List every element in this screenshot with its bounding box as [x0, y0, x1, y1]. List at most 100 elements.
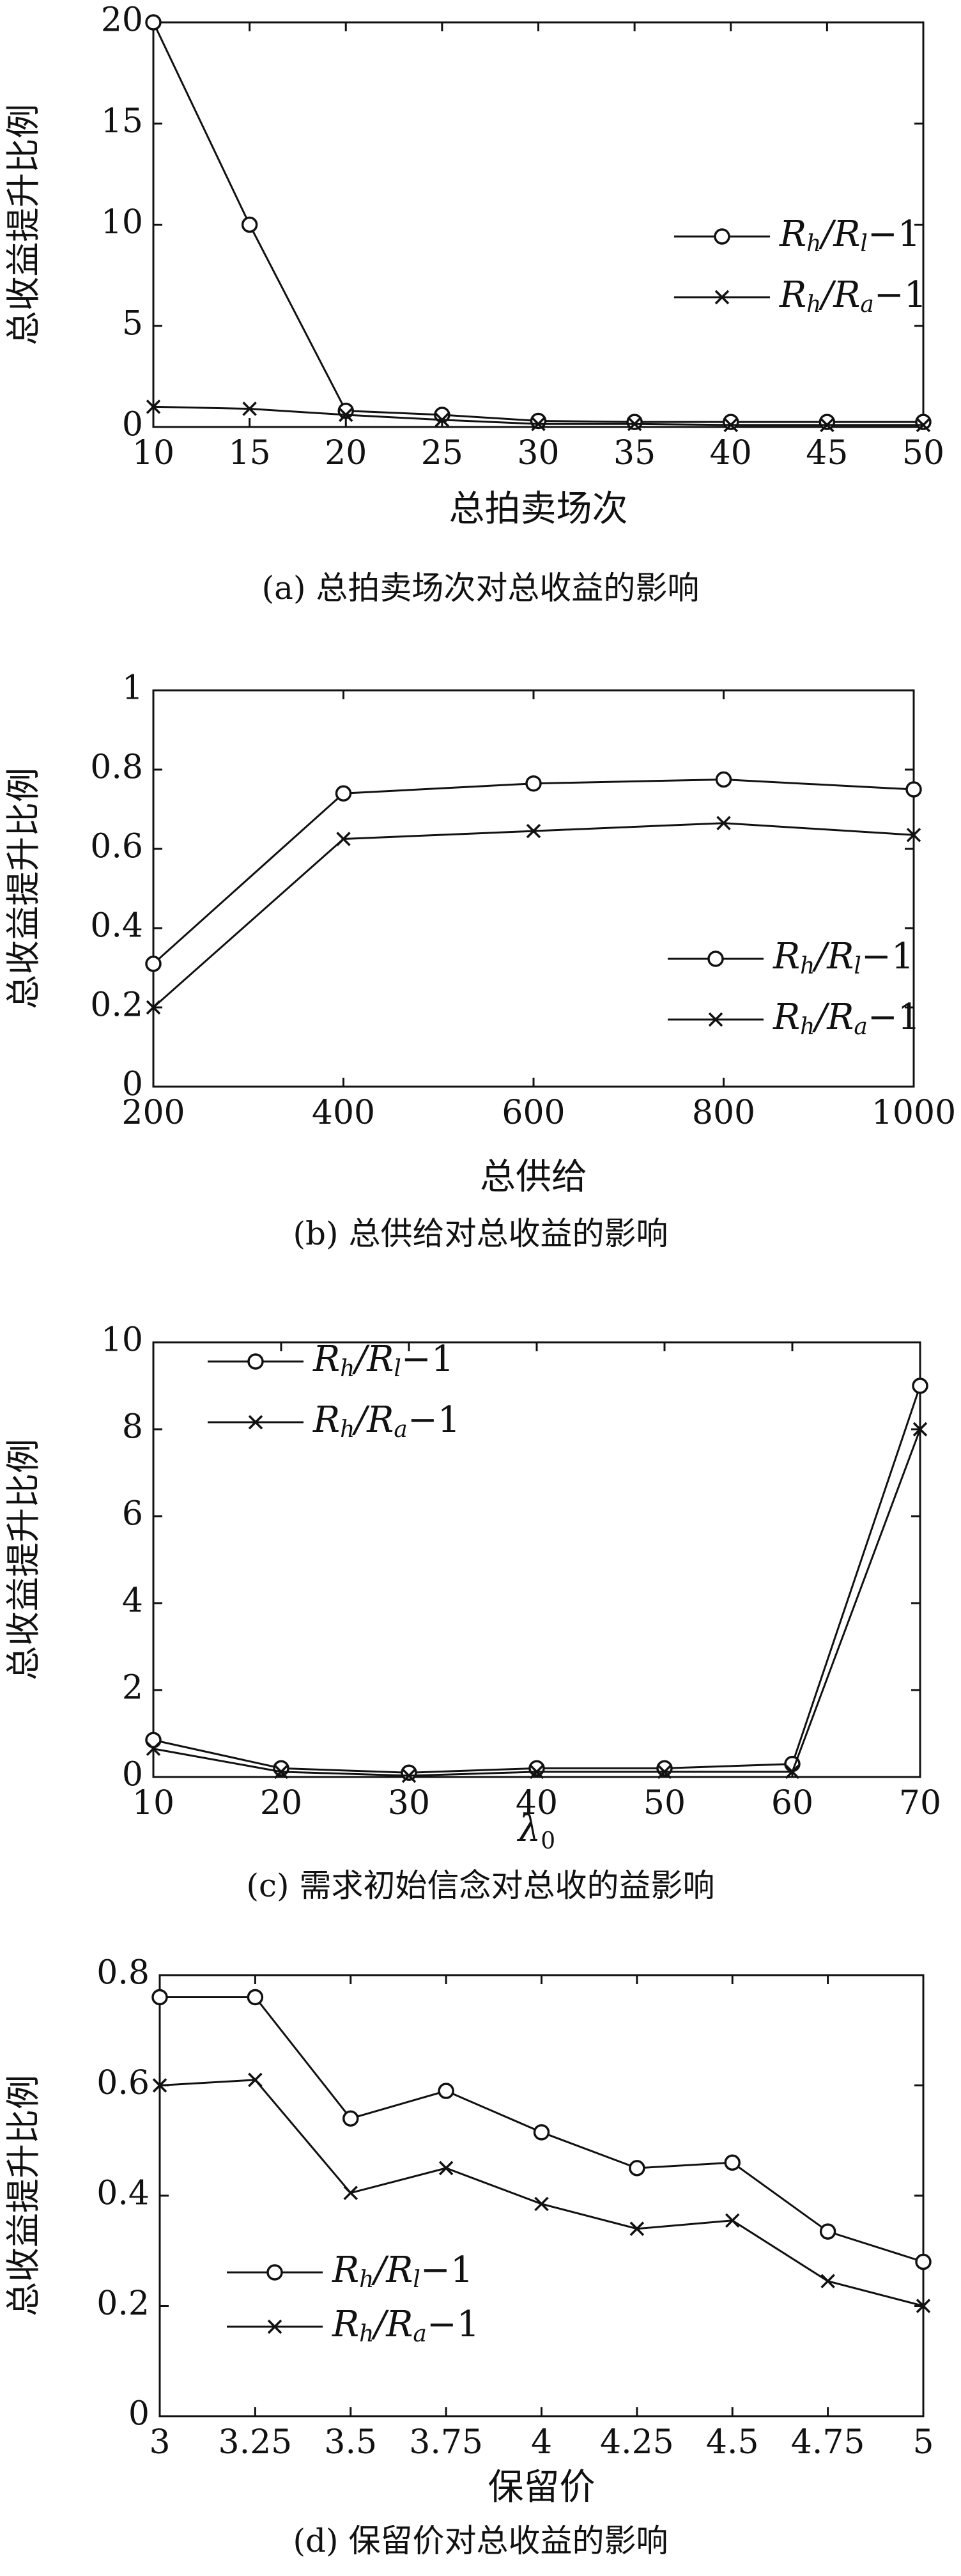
series-2-point [343, 2185, 358, 2200]
series-2-point [627, 417, 642, 431]
x-axis-label: 总供给 [480, 1156, 587, 1198]
y-axis-label: 总收益提升比例 [3, 104, 43, 346]
series-2-point [146, 1000, 161, 1015]
legend-label-1: Rh/Rl−1 [312, 1338, 454, 1383]
series-1-point [525, 775, 542, 792]
x-tick-label: 200 [121, 1094, 185, 1132]
x-tick-label: 20 [260, 1784, 302, 1822]
y-tick-label: 0 [122, 1066, 143, 1104]
series-1-point [819, 2223, 836, 2240]
x-tick-label: 600 [502, 1094, 565, 1132]
y-tick-label: 0.2 [96, 2285, 150, 2323]
y-tick-label: 10 [101, 1321, 143, 1360]
series-1-point [724, 2154, 741, 2171]
x-tick-label: 400 [312, 1094, 375, 1132]
y-tick-label: 0.6 [90, 828, 143, 866]
series-2-point [906, 828, 921, 842]
series-1-point [145, 956, 162, 972]
series-2-point [273, 1764, 289, 1780]
y-axis-label: 总收益提升比例 [3, 768, 43, 1009]
x-tick-label: 40 [516, 1784, 558, 1822]
x-tick-label: 3.5 [324, 2423, 377, 2462]
series-1-point [145, 14, 162, 31]
series-2-point [401, 1768, 417, 1783]
series-1-point [434, 407, 450, 423]
y-tick-label: 1 [122, 669, 143, 708]
x-tick-label: 4.75 [791, 2423, 865, 2462]
legend-label-2: Rh/Ra−1 [779, 274, 926, 318]
y-tick-label: 8 [122, 1408, 143, 1447]
series-2-point [725, 2213, 740, 2228]
series-2-point [529, 1764, 544, 1780]
series-1-point [342, 2110, 359, 2127]
x-tick-label: 5 [912, 2423, 934, 2462]
series-1-point [905, 781, 922, 798]
x-tick-label: 60 [771, 1784, 813, 1822]
legend-marker-1 [707, 950, 724, 967]
series-2-point [242, 401, 257, 416]
chart-panel-c: 0 2 4 6 8 10 10 20 30 40 50 60 70 λ0 总收益提升比例 Rh/Rl−1 Rh/… [0, 1285, 961, 1930]
y-tick-label: 0.8 [96, 1954, 150, 1992]
series-1-point [819, 414, 836, 430]
x-tick-label: 20 [325, 434, 367, 472]
series-1-point [438, 2083, 454, 2099]
x-tick-label: 40 [710, 434, 752, 472]
series-1-point [715, 771, 732, 788]
x-tick-label: 50 [643, 1784, 686, 1822]
series-2-point [146, 1741, 161, 1757]
chart-c-svg: 0 2 4 6 8 10 10 20 30 40 50 60 70 λ0 总收益提升比例 Rh/Rl−1 Rh/… [3, 1321, 941, 1855]
legend-marker-2 [267, 2319, 282, 2334]
legend-marker-2 [248, 1415, 263, 1430]
series-2-point [534, 2196, 549, 2212]
legend-marker-2 [708, 1012, 723, 1027]
series-1-point [723, 414, 739, 430]
series-2-point [438, 2161, 454, 2176]
x-tick-label: 3 [149, 2423, 170, 2462]
series-2-point [531, 417, 546, 431]
x-tick-label: 1000 [872, 1094, 956, 1132]
series-2-point [434, 412, 450, 428]
series-1-point [145, 1732, 162, 1748]
series-1-point [401, 1764, 417, 1781]
series-2-point [657, 1764, 672, 1780]
series-2-point [820, 2274, 835, 2288]
series-line-1 [152, 22, 923, 423]
series-2-point [248, 2072, 263, 2088]
series-2-point [916, 417, 931, 433]
x-tick-label: 3.25 [218, 2423, 292, 2462]
x-tick-label: 30 [388, 1784, 430, 1822]
chart-b-svg: 0 0.2 0.4 0.6 0.8 1 200 400 600 800 1000 总供给 总收益提升比例… [3, 669, 956, 1199]
x-tick-label: 25 [421, 434, 463, 472]
chart-a-caption: (a) 总拍卖场次对总收益的影响 [261, 570, 700, 607]
series-2-point [785, 1764, 800, 1780]
y-axis-label: 总收益提升比例 [3, 2075, 43, 2316]
y-tick-label: 0.6 [96, 2064, 150, 2102]
series-1-point [530, 412, 547, 430]
chart-d-caption: (d) 保留价对总收益的影响 [293, 2522, 668, 2559]
x-axis-label: λ0 [517, 1808, 555, 1854]
x-tick-label: 50 [902, 434, 944, 472]
chart-b-caption: (b) 总供给对总收益的影响 [293, 1215, 668, 1252]
series-2-point [146, 400, 161, 414]
chart-panel-d: 0 0.2 0.4 0.6 0.8 3 3.25 3.5 3.75 4 4.25 4.5 4.75 5 保留… [0, 1930, 961, 2576]
chart-c-caption: (c) 需求初始信念对总收的益影响 [246, 1867, 715, 1904]
y-tick-label: 2 [122, 1669, 143, 1707]
series-2-point [526, 823, 541, 839]
series-2-point [820, 417, 834, 433]
legend-label-2: Rh/Ra−1 [312, 1399, 460, 1443]
y-tick-label: 0.2 [90, 986, 143, 1025]
x-tick-label: 10 [132, 1784, 174, 1822]
legend-label-2: Rh/Ra−1 [332, 2304, 479, 2348]
legend-label-1: Rh/Rl−1 [332, 2249, 473, 2293]
chart-panel-a: 0 5 10 15 20 10 15 20 25 30 35 40 45 50 总拍卖场次 总收益提升比例 Rh… [0, 0, 961, 646]
x-tick-label: 10 [132, 434, 174, 472]
series-2-point [336, 832, 351, 846]
series-2-point [152, 2078, 167, 2093]
series-2-point [912, 1422, 928, 1437]
y-tick-label: 6 [122, 1495, 143, 1533]
series-line-1 [153, 1385, 921, 1774]
y-axis-label: 总收益提升比例 [3, 1439, 43, 1680]
series-1-point [915, 414, 932, 430]
y-tick-label: 5 [122, 304, 143, 343]
x-tick-label: 30 [517, 434, 559, 472]
